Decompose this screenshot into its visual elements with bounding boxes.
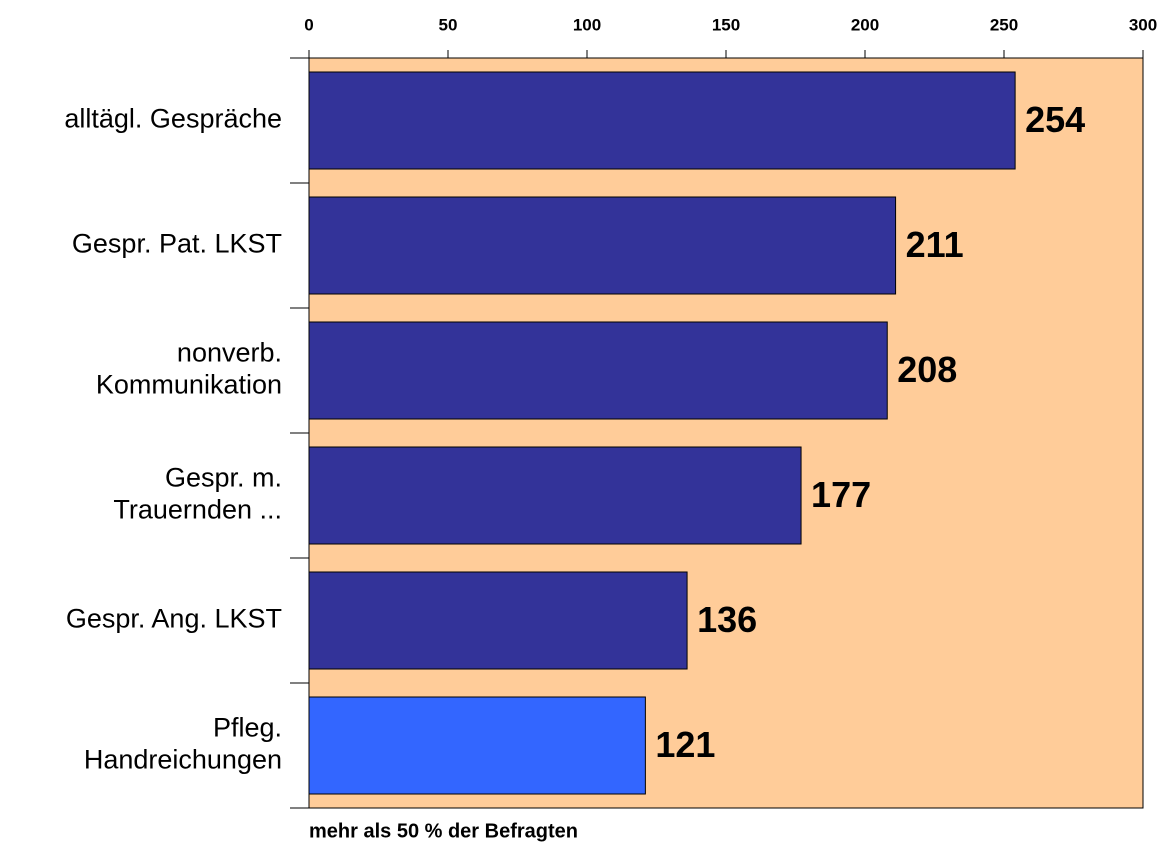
bar bbox=[308, 196, 897, 295]
x-tick-label: 150 bbox=[712, 15, 740, 34]
value-label: 208 bbox=[897, 349, 957, 390]
value-label: 254 bbox=[1025, 99, 1085, 140]
category-line: Pfleg. bbox=[213, 713, 282, 743]
category-line: Gespr. Pat. LKST bbox=[72, 229, 282, 259]
bar bbox=[308, 571, 688, 670]
x-tick-label: 300 bbox=[1129, 15, 1157, 34]
category-line: Gespr. m. bbox=[165, 463, 282, 493]
category-line: Trauernden ... bbox=[113, 495, 282, 525]
value-label: 136 bbox=[697, 599, 757, 640]
category-label: nonverb. Kommunikation bbox=[96, 338, 282, 400]
plot-area bbox=[308, 57, 1144, 809]
category-label: alltägl. Gespräche bbox=[64, 104, 282, 134]
bar bbox=[308, 321, 888, 420]
x-axis-label: mehr als 50 % der Befragten bbox=[309, 820, 578, 842]
value-label: 121 bbox=[655, 724, 715, 765]
x-tick-label: 50 bbox=[439, 15, 458, 34]
bar bbox=[308, 71, 1016, 170]
bar bbox=[308, 696, 646, 795]
x-tick-label: 100 bbox=[573, 15, 601, 34]
category-label: Pfleg. Handreichungen bbox=[84, 713, 282, 775]
bar bbox=[308, 446, 802, 545]
category-line: Gespr. Ang. LKST bbox=[66, 604, 282, 634]
category-label: Gespr. Ang. LKST bbox=[66, 604, 282, 634]
value-label: 177 bbox=[811, 474, 871, 515]
x-tick-label: 200 bbox=[851, 15, 879, 34]
x-tick-label: 250 bbox=[990, 15, 1018, 34]
category-line: Handreichungen bbox=[84, 745, 282, 775]
category-label: Gespr. Pat. LKST bbox=[72, 229, 282, 259]
category-line: nonverb. bbox=[177, 338, 282, 368]
category-label: Gespr. m. Trauernden ... bbox=[113, 463, 282, 525]
category-line: Kommunikation bbox=[96, 370, 282, 400]
value-label: 211 bbox=[906, 224, 964, 265]
category-line: alltägl. Gespräche bbox=[64, 104, 282, 134]
x-tick-label: 0 bbox=[304, 15, 313, 34]
